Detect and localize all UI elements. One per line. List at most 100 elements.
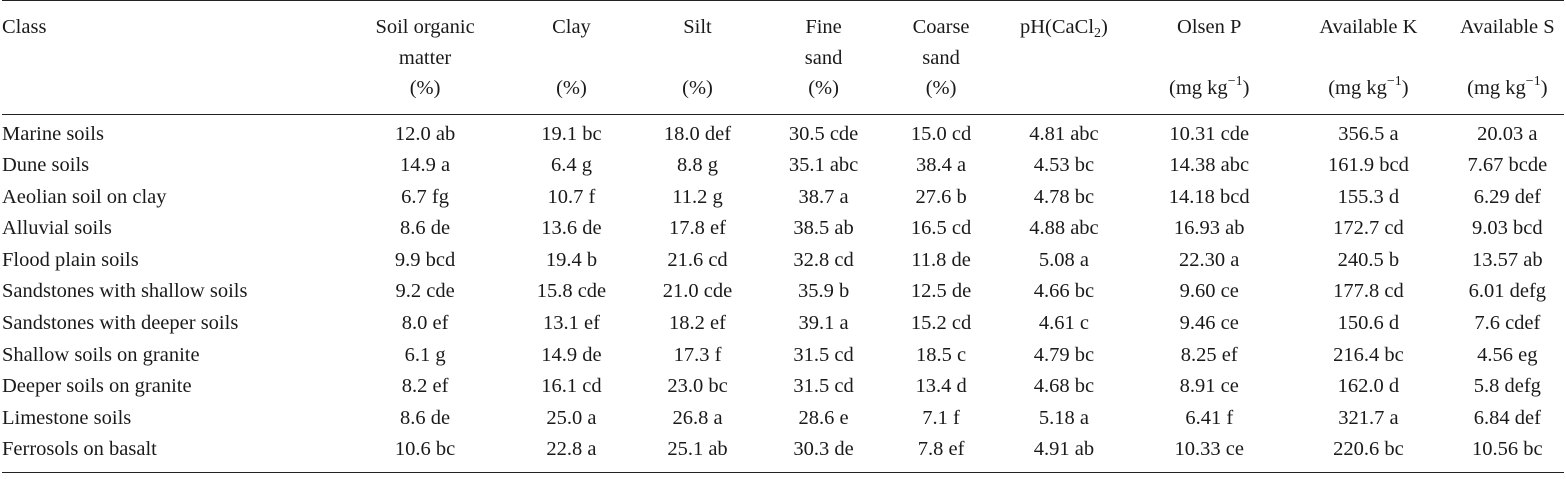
cell-som: 8.6 de [400,217,451,240]
cell-class: Sandstones with deeper soils [2,312,239,335]
cell-ph: 4.68 bc [1033,375,1095,398]
cell-olsen-p: 9.46 ce [1179,312,1239,335]
unit-coarse-sand: (%) [886,73,996,115]
cell-som: 10.6 bc [341,434,509,474]
cell-fine-sand: 31.5 cd [793,343,854,366]
cell-olsen-p: 8.91 ce [1179,375,1239,398]
cell-avail-k: 155.3 d [1337,185,1400,208]
cell-clay: 16.1 cd [541,375,602,398]
unit-class [2,73,342,115]
cell-olsen-p: 8.25 ef [1180,343,1238,366]
cell-coarse-sand: 16.5 cd [910,217,972,240]
table-row: Sandstones with deeper soils 8.0 ef 13.1 e… [2,308,1564,340]
cell-silt: 18.2 ef [669,312,726,335]
table-row: Flood plain soils 9.9 bcd 19.4 b 21.6 cd 32.… [2,245,1564,277]
cell-class: Dune soils [2,154,90,177]
cell-avail-s: 4.56 eg [1477,343,1538,366]
cell-clay: 25.0 a [546,406,597,429]
cell-fine-sand: 28.6 e [798,406,849,429]
cell-class: Deeper soils on granite [2,375,192,398]
cell-som: 6.7 fg [401,185,449,208]
cell-ph: 4.78 bc [1033,185,1095,208]
unit-available-k: (mg kg−1) [1286,73,1451,115]
unit-available-s: (mg kg−1) [1450,73,1564,115]
cell-fine-sand: 31.5 cd [793,375,854,398]
cell-silt: 17.3 f [673,343,722,366]
cell-clay: 13.6 de [541,217,602,240]
cell-coarse-sand: 15.2 cd [910,312,972,335]
cell-avail-s: 5.8 defg [1473,375,1541,398]
cell-olsen-p: 14.18 bcd [1168,185,1250,208]
cell-ph: 4.79 bc [1033,343,1095,366]
cell-class: Ferrosols on basalt [2,434,342,474]
cell-silt: 8.8 g [677,154,718,177]
cell-avail-k: 356.5 a [1338,122,1399,145]
header-class: Class [2,0,342,73]
table-row: Ferrosols on basalt 10.6 bc 22.8 a 25.1 ab 3… [2,434,1564,474]
cell-som: 8.0 ef [401,312,449,335]
cell-coarse-sand: 27.6 b [915,185,967,208]
header-soil-organic-matter: Soil organic matter [341,0,509,73]
cell-avail-k: 150.6 d [1337,312,1400,335]
cell-olsen-p: 9.60 ce [1179,280,1239,303]
unit-fine-sand: (%) [760,73,887,115]
cell-avail-k: 240.5 b [1337,248,1400,271]
table-body: Marine soils 12.0 ab 19.1 bc 18.0 def 30.5 c… [2,114,1564,474]
cell-avail-k: 172.7 cd [1333,217,1404,240]
cell-som: 9.2 cde [395,280,455,303]
table-row: Limestone soils 8.6 de 25.0 a 26.8 a 28.6 e 7… [2,403,1564,435]
cell-class: Alluvial soils [2,217,112,240]
table-row: Sandstones with shallow soils 9.2 cde 15.8… [2,276,1564,308]
cell-coarse-sand: 15.0 cd [910,122,972,145]
cell-olsen-p: 14.38 abc [1169,154,1250,177]
cell-coarse-sand: 11.8 de [911,248,971,271]
cell-coarse-sand: 7.8 ef [886,434,996,474]
cell-ph: 4.88 abc [1029,217,1099,240]
cell-avail-k: 161.9 bcd [1327,154,1409,177]
cell-fine-sand: 39.1 a [798,312,849,335]
cell-avail-k: 220.6 bc [1286,434,1451,474]
cell-ph: 4.66 bc [1033,280,1095,303]
cell-fine-sand: 35.1 abc [788,154,859,177]
cell-clay: 22.8 a [508,434,635,474]
cell-fine-sand: 30.3 de [760,434,887,474]
cell-avail-s: 10.56 bc [1450,434,1564,474]
header-fine-sand: Fine sand [760,0,887,73]
table-row: Shallow soils on granite 6.1 g 14.9 de 17.3… [2,340,1564,372]
cell-ph: 4.81 abc [1029,122,1099,145]
cell-coarse-sand: 13.4 d [915,375,967,398]
cell-class: Sandstones with shallow soils [2,280,248,303]
cell-avail-s: 6.29 def [1473,185,1541,208]
cell-avail-k: 162.0 d [1337,375,1400,398]
cell-silt: 26.8 a [672,406,723,429]
cell-som: 6.1 g [404,343,446,366]
unit-silt: (%) [634,73,761,115]
cell-avail-s: 20.03 a [1477,122,1538,145]
cell-ph: 5.08 a [1038,248,1089,271]
cell-silt: 21.6 cd [667,248,728,271]
cell-avail-s: 6.01 defg [1468,280,1547,303]
cell-som: 14.9 a [400,154,451,177]
header-olsen-p: Olsen P [1132,0,1287,73]
cell-avail-k: 321.7 a [1338,406,1399,429]
cell-som: 9.9 bcd [394,248,456,271]
cell-coarse-sand: 12.5 de [910,280,972,303]
cell-olsen-p: 6.41 f [1185,406,1234,429]
cell-fine-sand: 38.7 a [798,185,849,208]
cell-fine-sand: 35.9 b [797,280,850,303]
cell-avail-s: 7.6 cdef [1474,312,1541,335]
unit-clay: (%) [508,73,635,115]
cell-avail-k: 216.4 bc [1333,343,1404,366]
cell-silt: 17.8 ef [669,217,726,240]
unit-soil-organic-matter: (%) [341,73,509,115]
cell-class: Shallow soils on granite [2,343,200,366]
cell-ph: 4.91 ab [995,434,1133,474]
cell-olsen-p: 22.30 a [1179,248,1240,271]
cell-coarse-sand: 7.1 f [922,406,960,429]
header-silt: Silt [634,0,761,73]
cell-coarse-sand: 18.5 c [916,343,967,366]
cell-avail-s: 7.67 bcde [1467,154,1548,177]
cell-som: 8.6 de [400,406,451,429]
cell-olsen-p: 16.93 ab [1173,217,1245,240]
header-clay: Clay [508,0,635,73]
